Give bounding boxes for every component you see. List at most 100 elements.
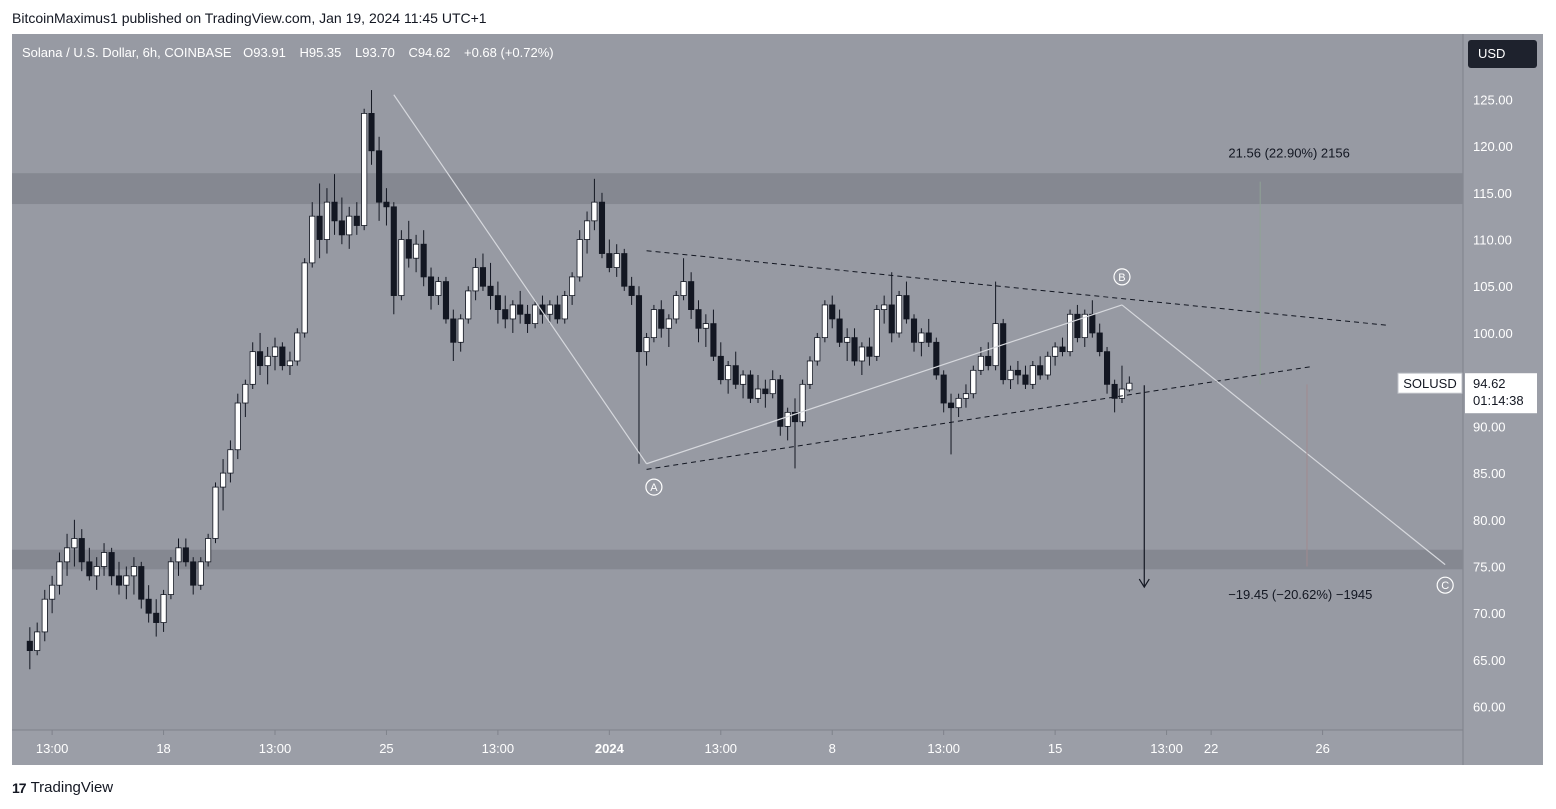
bullish-candle (398, 239, 405, 296)
triangle-support-line (646, 366, 1312, 470)
bearish-candle (762, 388, 769, 395)
bullish-candle (175, 547, 182, 563)
bearish-candle (933, 341, 940, 376)
price-zone-2 (12, 549, 1463, 570)
bullish-candle (1126, 382, 1133, 391)
bullish-candle (264, 355, 271, 367)
currency-button[interactable]: USD (1468, 40, 1537, 68)
time-axis-pane[interactable] (12, 730, 1463, 765)
bullish-candle (123, 575, 130, 586)
bearish-candle (621, 253, 628, 287)
bearish-candle (517, 304, 524, 315)
bullish-candle (561, 295, 568, 320)
bearish-candle (717, 355, 724, 381)
last-price-box (1465, 373, 1537, 414)
bearish-candle (888, 304, 895, 334)
bearish-candle (376, 150, 383, 203)
bullish-candle (227, 449, 234, 474)
open-value: 93.91 (253, 45, 286, 60)
bullish-candle (220, 472, 227, 488)
bullish-candle (784, 411, 791, 427)
bullish-candle (569, 276, 576, 296)
wave-segment (1121, 304, 1446, 566)
time-tick-label: 13:00 (482, 741, 515, 756)
high-key: H (299, 45, 309, 60)
bearish-candle (1074, 313, 1081, 339)
wave-label-circle (645, 478, 663, 496)
symbol-title[interactable]: Solana / U.S. Dollar, 6h, COINBASE (22, 45, 232, 60)
bearish-candle (316, 215, 323, 240)
bearish-candle (190, 561, 197, 586)
bullish-candle (977, 355, 984, 371)
time-tick-label: 2024 (595, 741, 625, 756)
price-tick-label: 120.00 (1473, 139, 1513, 154)
bullish-candle (41, 598, 48, 633)
bearish-candle (1089, 313, 1096, 334)
bullish-candle (532, 304, 539, 325)
price-chart[interactable]: 60.0065.0070.0075.0080.0085.0090.0095.00… (12, 34, 1543, 765)
bullish-candle (799, 383, 806, 423)
time-tick-label: 13:00 (705, 741, 738, 756)
bearish-candle (1000, 323, 1007, 381)
bearish-candle (138, 566, 145, 600)
bullish-candle (286, 360, 293, 367)
bullish-candle (301, 262, 308, 334)
wave-segment (393, 94, 648, 465)
bullish-candle (546, 304, 553, 315)
bearish-candle (747, 374, 754, 399)
bullish-candle (650, 309, 657, 339)
price-tick-label: 115.00 (1473, 186, 1512, 201)
close-value: 94.62 (417, 45, 451, 60)
bullish-candle (309, 215, 316, 264)
bearish-candle (1104, 351, 1111, 385)
wave-label-circle (1113, 268, 1131, 286)
bearish-candle (479, 267, 487, 287)
price-tick-label: 65.00 (1473, 653, 1506, 668)
bearish-candle (383, 201, 390, 208)
bearish-candle (947, 402, 955, 409)
bullish-candle (1118, 388, 1126, 399)
time-tick-label: 26 (1315, 741, 1329, 756)
price-tick-label: 70.00 (1473, 606, 1506, 621)
support-resistance-zones (12, 173, 1463, 570)
open-key: O (243, 45, 254, 60)
bearish-candle (257, 351, 264, 367)
time-tick-label: 25 (379, 741, 393, 756)
chart-frame[interactable]: 60.0065.0070.0075.0080.0085.0090.0095.00… (12, 34, 1543, 765)
bearish-candle (442, 281, 450, 320)
bullish-candle (1081, 313, 1088, 339)
bullish-candle (955, 397, 962, 409)
bullish-candle (101, 552, 108, 567)
measure-down-label: −19.45 (−20.62%) −1945 (1228, 587, 1372, 602)
bullish-candle (1067, 313, 1074, 353)
time-tick-label: 18 (156, 741, 170, 756)
candle-bodies (26, 113, 1133, 651)
wave-label: A (650, 482, 658, 494)
bullish-candle (205, 538, 212, 563)
bullish-candle (212, 486, 219, 539)
bullish-candle (613, 253, 620, 268)
bullish-candle (197, 561, 204, 586)
price-tick-label: 110.00 (1473, 233, 1512, 248)
price-zone-1 (12, 173, 1463, 205)
change-value: +0.68 (+0.72%) (464, 45, 554, 60)
drawing-lines (393, 94, 1446, 589)
bullish-candle (806, 360, 813, 385)
last-price-label: 94.62 (1473, 376, 1506, 391)
bullish-candle (1007, 369, 1014, 381)
tradingview-logo-text: TradingView (30, 779, 114, 796)
bearish-candle (866, 346, 873, 357)
bullish-candle (323, 201, 330, 240)
close-key: C (408, 45, 418, 60)
bullish-candle (234, 402, 241, 451)
bearish-candle (628, 285, 635, 296)
wave-label: C (1441, 580, 1449, 592)
bearish-candle (153, 612, 160, 623)
bearish-candle (695, 309, 702, 329)
triangle-resistance-line (646, 250, 1390, 326)
bullish-candle (472, 267, 479, 292)
wave-segment (646, 304, 1123, 465)
bearish-candle (732, 365, 739, 385)
bearish-candle (338, 220, 345, 236)
tradingview-logo[interactable]: 17 TradingView (12, 779, 113, 796)
